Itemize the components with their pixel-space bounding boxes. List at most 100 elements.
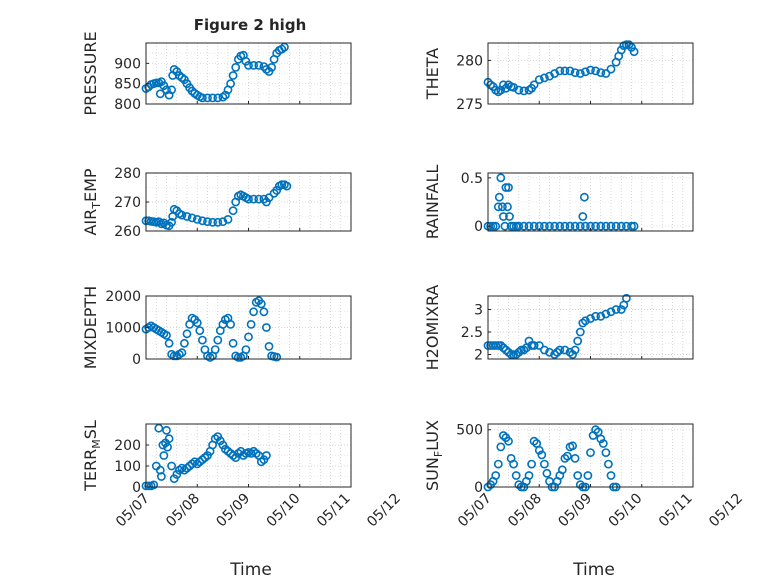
y-tick-label: 3: [474, 303, 483, 319]
data-point: [557, 465, 567, 475]
data-point: [182, 329, 192, 339]
data-point: [591, 221, 600, 231]
data-point: [162, 330, 171, 340]
data-point: [509, 459, 518, 469]
data-point: [534, 75, 544, 84]
data-point: [575, 327, 585, 337]
data-point: [611, 305, 621, 314]
x-tick-label: 05/10: [264, 491, 304, 531]
data-point: [155, 89, 165, 99]
data-point: [514, 480, 524, 490]
y-axis-label: H2OMIXRA: [423, 285, 442, 371]
data-point: [210, 345, 220, 354]
data-point: [596, 68, 606, 77]
y-axis-label: THETA: [423, 48, 442, 100]
data-point: [534, 341, 544, 350]
data-point: [272, 185, 282, 195]
y-tick-label: 1000: [105, 321, 141, 337]
data-point: [622, 293, 631, 303]
data-point: [203, 217, 212, 227]
data-point: [575, 221, 585, 231]
data-point: [606, 471, 616, 480]
data-point: [560, 66, 570, 76]
data-point: [598, 439, 608, 448]
data-point: [586, 448, 595, 457]
data-point: [578, 212, 588, 221]
data-point: [570, 68, 580, 77]
data-point: [524, 336, 534, 346]
data-point: [241, 345, 251, 354]
data-point: [606, 221, 616, 231]
data-point: [601, 221, 611, 231]
data-point: [208, 217, 217, 227]
data-point: [192, 318, 202, 328]
data-point: [601, 448, 611, 457]
data-point: [575, 480, 585, 490]
data-point: [179, 338, 189, 348]
data-point: [261, 197, 271, 207]
data-point: [493, 202, 503, 212]
data-point: [195, 326, 205, 335]
data-point: [246, 319, 256, 329]
data-point: [509, 350, 518, 359]
x-tick-label: 05/11: [314, 491, 354, 531]
y-tick-label: 0: [474, 219, 483, 235]
data-point: [149, 480, 159, 490]
data-point: [163, 442, 172, 452]
x-axis-label-left: Time: [229, 560, 272, 580]
data-point: [529, 221, 539, 231]
subplot-1: 800 850 900 PRESSURE: [81, 31, 352, 116]
data-point: [226, 319, 235, 329]
data-point: [527, 459, 536, 469]
data-point: [218, 217, 228, 227]
data-point: [491, 471, 501, 480]
data-point: [629, 47, 639, 57]
data-point: [540, 221, 549, 231]
x-tick-label: 05/12: [364, 491, 404, 531]
subplot-5: 0 1000 2000 MIXDEPTH: [81, 286, 352, 369]
data-point: [496, 442, 506, 452]
data-point: [596, 434, 606, 444]
data-point: [573, 471, 583, 480]
data-point: [560, 345, 570, 355]
data-point: [501, 183, 511, 192]
data-point: [213, 93, 223, 103]
y-tick-label: 280: [456, 53, 483, 69]
data-point: [514, 347, 524, 357]
data-point: [560, 221, 570, 231]
y-tick-label: 260: [114, 224, 141, 240]
data-point: [494, 192, 504, 202]
y-tick-label: 2: [474, 348, 483, 364]
data-point: [534, 445, 544, 455]
subplot-6: 2 2.5 3 H2OMIXRA: [423, 285, 694, 371]
data-point: [560, 453, 570, 463]
data-point: [164, 338, 174, 348]
data-point: [581, 221, 590, 231]
data-point: [540, 345, 549, 355]
data-point: [586, 314, 595, 323]
data-point: [616, 305, 626, 314]
data-point: [182, 212, 192, 221]
y-tick-label: 270: [114, 195, 141, 211]
data-point: [568, 350, 577, 359]
subplot-7: 0 100 200 05/07 05/08 05/09 05/10 05/11 05/12 TER…: [81, 420, 404, 530]
data-point: [264, 341, 274, 351]
data-point: [627, 221, 636, 231]
data-point: [177, 210, 187, 220]
data-point: [573, 336, 583, 346]
data-point: [537, 450, 547, 460]
data-point: [264, 193, 274, 203]
data-point: [192, 459, 202, 469]
y-tick-label: 275: [456, 97, 483, 113]
data-point: [565, 221, 575, 231]
data-point: [591, 66, 600, 76]
data-point: [519, 345, 529, 355]
data-point: [505, 212, 514, 221]
data-point: [591, 311, 600, 321]
x-tick-label: 05/11: [656, 491, 696, 531]
data-point: [514, 85, 524, 95]
y-tick-label: 500: [456, 423, 483, 439]
data-point: [159, 451, 169, 460]
data-point: [213, 335, 223, 345]
